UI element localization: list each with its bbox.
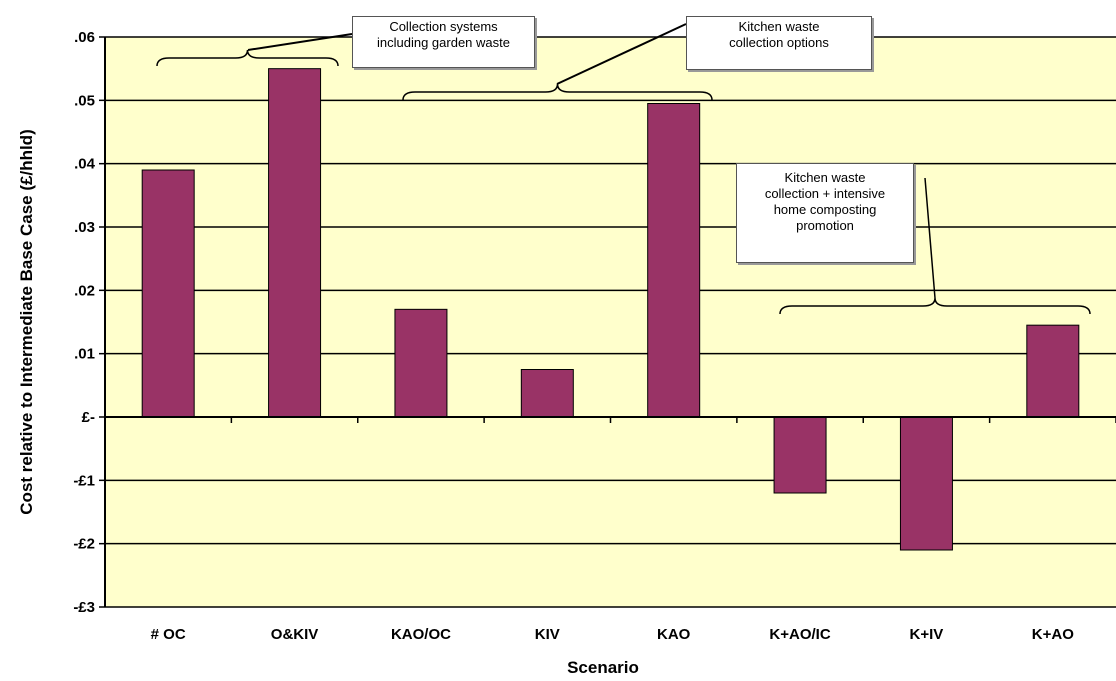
- x-tick-label: K+AO: [1032, 626, 1074, 643]
- annotation-line: including garden waste: [377, 35, 510, 50]
- annotation-home-composting: Kitchen waste collection + intensive hom…: [736, 163, 914, 263]
- annotation-braces: [156, 23, 1091, 315]
- leader-line: [247, 33, 353, 51]
- annotation-line: home composting: [773, 202, 877, 217]
- y-tick-label: -£1: [73, 472, 95, 489]
- y-tick-label: -£2: [73, 536, 95, 553]
- bar-3: [520, 369, 574, 418]
- x-tick-label: KIV: [535, 626, 560, 643]
- y-tick-label: .05: [74, 92, 95, 109]
- y-tick-label: -£3: [73, 599, 95, 616]
- annotation-line: collection options: [729, 35, 829, 50]
- x-tick-labels: # OC O&KIV KAO/OC KIV KAO K+AO/IC K+IV K+AO: [151, 626, 1075, 643]
- annotation-line: Kitchen waste: [784, 170, 866, 185]
- plot-area: [105, 37, 1116, 607]
- annotation-line: Kitchen waste: [738, 19, 820, 34]
- x-tick-label: K+IV: [910, 626, 944, 643]
- annotation-line: promotion: [796, 218, 854, 233]
- x-tick-label: K+AO/IC: [769, 626, 830, 643]
- bar-0: [141, 169, 195, 418]
- y-tick-label: .06: [74, 29, 95, 46]
- brace: [156, 49, 339, 67]
- x-axis-label: Scenario: [567, 658, 639, 677]
- y-tick-label: .02: [74, 282, 95, 299]
- bar-2: [394, 308, 448, 418]
- bars: [141, 68, 1080, 551]
- bar-5: [773, 416, 827, 494]
- annotation-line: Collection systems: [389, 19, 498, 34]
- axes: [104, 37, 1116, 607]
- bar-6: [899, 416, 953, 551]
- y-axis-label: Cost relative to Intermediate Base Case …: [17, 129, 36, 514]
- bar-1: [268, 68, 322, 418]
- y-tick-labels: .06 .05 .04 .03 .02 .01 £- -£1 -£2 -£3: [73, 29, 95, 616]
- leader-line: [924, 177, 936, 299]
- y-tick-label: .04: [74, 156, 96, 173]
- bar-4: [647, 103, 701, 418]
- x-tick-label: KAO/OC: [391, 626, 451, 643]
- leader-line: [556, 23, 687, 85]
- x-tick-label: # OC: [151, 626, 186, 643]
- x-tick-label: KAO: [657, 626, 691, 643]
- annotation-kitchen-waste: Kitchen waste collection options: [686, 16, 872, 70]
- bar-7: [1026, 324, 1080, 418]
- annotation-line: collection + intensive: [764, 186, 886, 201]
- x-tick-label: O&KIV: [271, 626, 319, 643]
- y-tick-label: .01: [74, 346, 95, 363]
- y-tick-label: £-: [82, 409, 95, 426]
- y-tick-label: .03: [74, 219, 95, 236]
- annotation-garden-waste: Collection systems including garden wast…: [352, 16, 535, 68]
